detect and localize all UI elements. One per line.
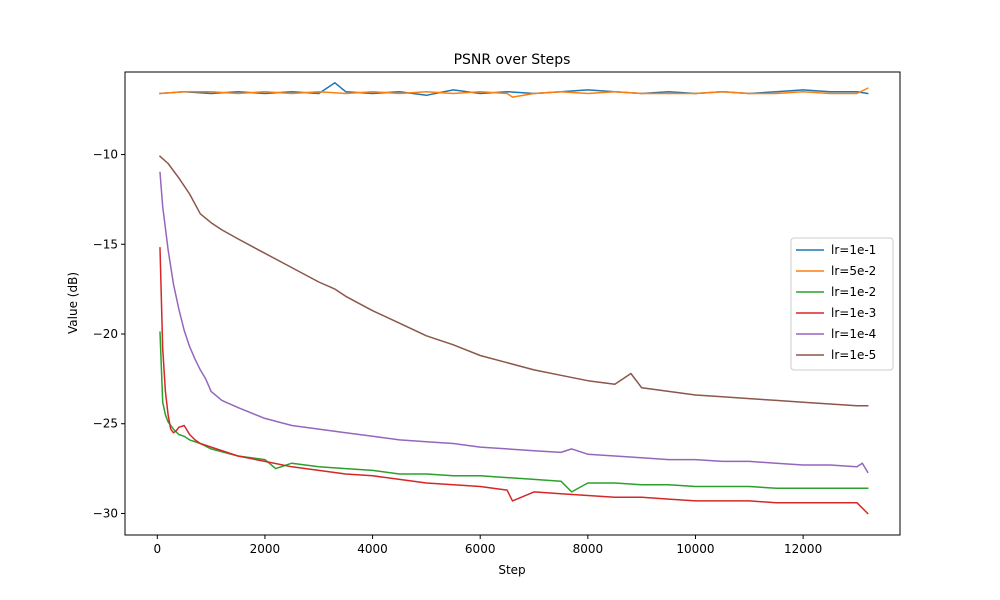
x-tick-label: 8000 bbox=[573, 542, 604, 556]
legend-label: lr=1e-4 bbox=[831, 327, 876, 341]
plot-frame bbox=[124, 71, 901, 536]
x-tick-label: 0 bbox=[153, 542, 161, 556]
x-tick-label: 12000 bbox=[784, 542, 822, 556]
y-tick-label: −25 bbox=[93, 417, 118, 431]
series-line-3 bbox=[159, 331, 869, 493]
y-tick-label: −15 bbox=[93, 237, 118, 251]
legend: lr=1e-1 lr=5e-2 lr=1e-2 lr=1e-3 lr=1e-4 lr=1e… bbox=[790, 237, 894, 371]
series-line-5 bbox=[159, 171, 869, 474]
legend-label: lr=1e-1 bbox=[831, 243, 876, 257]
x-axis: 0 2000 4000 6000 8000 10000 12000 bbox=[153, 535, 822, 556]
y-tick-label: −20 bbox=[93, 327, 118, 341]
x-axis-label: Step bbox=[498, 563, 525, 577]
y-tick-label: −30 bbox=[93, 506, 118, 520]
series-line-2 bbox=[159, 87, 869, 98]
y-axis: −30 −25 −20 −15 −10 bbox=[93, 148, 125, 520]
plot-area bbox=[158, 82, 869, 515]
legend-label: lr=1e-3 bbox=[831, 306, 876, 320]
legend-label: lr=1e-2 bbox=[831, 285, 876, 299]
x-tick-label: 4000 bbox=[357, 542, 388, 556]
x-tick-label: 10000 bbox=[676, 542, 714, 556]
legend-label: lr=5e-2 bbox=[831, 264, 876, 278]
chart-title: PSNR over Steps bbox=[454, 52, 571, 68]
y-tick-label: −10 bbox=[93, 148, 118, 162]
y-axis-label: Value (dB) bbox=[66, 272, 80, 334]
series-line-4 bbox=[159, 247, 869, 515]
legend-label: lr=1e-5 bbox=[831, 348, 876, 362]
x-tick-label: 2000 bbox=[250, 542, 281, 556]
series-line-6 bbox=[158, 155, 869, 407]
x-tick-label: 6000 bbox=[465, 542, 496, 556]
